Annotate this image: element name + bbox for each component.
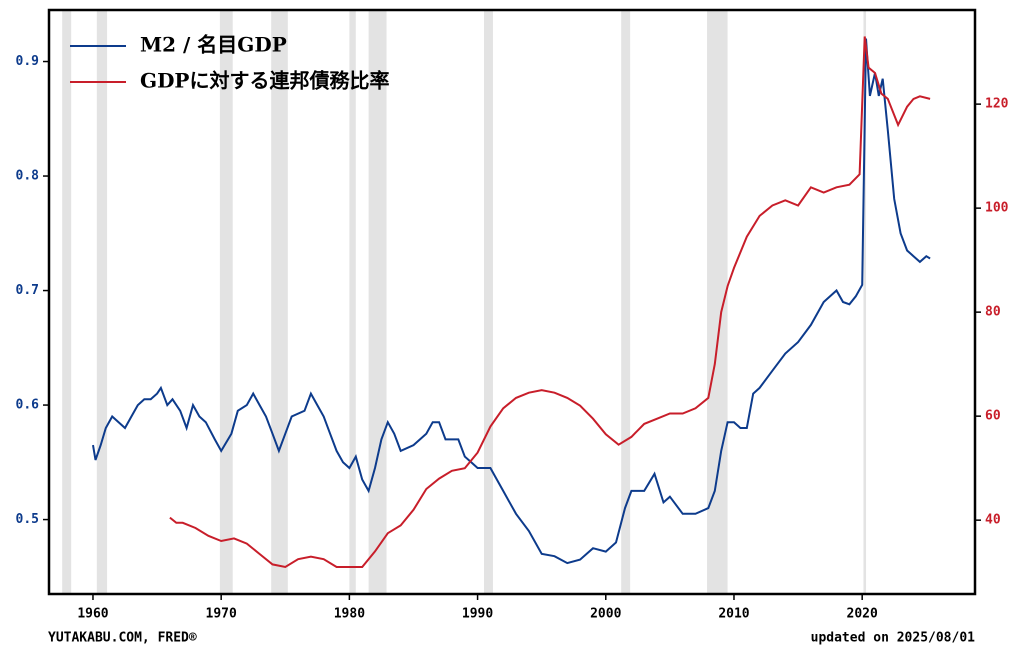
y-tick-label: 0.9 [16, 54, 39, 69]
y-tick-label: 0.8 [16, 169, 40, 184]
x-tick-label: 2010 [718, 607, 749, 622]
recession-band [483, 10, 493, 594]
series-line [92, 38, 931, 565]
recession-band [271, 10, 288, 594]
recession-band [621, 10, 631, 594]
recession-band [863, 10, 867, 594]
x-tick-label: 1990 [462, 607, 493, 622]
y2-tick-label: 60 [985, 409, 1001, 424]
footer-left: YUTAKABU.COM, FRED® [48, 631, 197, 646]
recession-band [62, 10, 72, 594]
recession-band [96, 10, 108, 594]
y2-tick-label: 100 [985, 201, 1009, 216]
legend-label: M2 / 名目GDP [140, 33, 287, 57]
x-tick-label: 1970 [206, 607, 237, 622]
series-line [169, 36, 931, 569]
recession-band [219, 10, 233, 594]
y2-tick-label: 80 [985, 305, 1001, 320]
x-tick-label: 2000 [590, 607, 621, 622]
y-tick-label: 0.5 [16, 512, 39, 527]
y-tick-label: 0.7 [16, 283, 39, 298]
plot-frame [47, 8, 977, 596]
y-tick-label: 0.6 [16, 398, 40, 413]
recession-band [349, 10, 356, 594]
x-tick-label: 1980 [334, 607, 365, 622]
recession-band [368, 10, 387, 594]
y2-tick-label: 120 [985, 97, 1009, 112]
y2-tick-label: 40 [985, 513, 1001, 528]
footer-right: updated on 2025/08/01 [811, 631, 976, 646]
x-tick-label: 2020 [847, 607, 878, 622]
legend-label: GDPに対する連邦債務比率 [140, 69, 389, 93]
x-tick-label: 1960 [77, 607, 108, 622]
